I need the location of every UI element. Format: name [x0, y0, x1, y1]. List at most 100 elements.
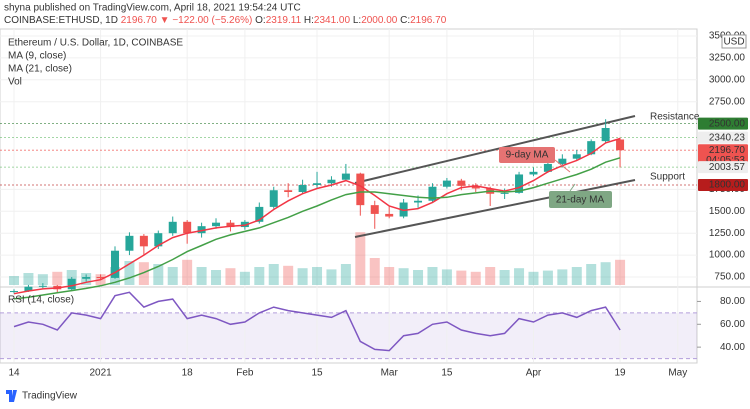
resistance-label: Resistance	[650, 112, 700, 123]
volume-bar	[283, 265, 294, 285]
x-tick-label: 15	[441, 368, 453, 379]
legend-entry: Vol	[8, 77, 22, 88]
h: 2341.00	[314, 15, 351, 26]
volume-bar	[600, 262, 611, 285]
currency: USD	[723, 37, 744, 48]
byline: shyna published on TradingView.com, Apri…	[4, 3, 301, 14]
volume-bar	[557, 269, 568, 285]
volume-bar	[297, 268, 308, 285]
price-tag	[698, 144, 748, 167]
candle-body	[558, 158, 567, 164]
ma-line	[13, 157, 621, 300]
x-tick-label: 2021	[89, 368, 112, 379]
candle-body	[385, 213, 394, 217]
rsi-band	[0, 312, 697, 359]
ma21-label: 21-day MA	[556, 195, 605, 206]
volume-bar	[413, 270, 424, 285]
x-tick-label: Feb	[236, 368, 254, 379]
volume-bar	[37, 274, 48, 285]
price-tag	[698, 178, 748, 191]
h-label: H:	[304, 15, 314, 26]
y-tick-label: 3000.00	[709, 74, 746, 85]
price-tag-label: 2196.70	[709, 145, 746, 156]
l-label: L:	[353, 15, 361, 26]
candle-body	[212, 222, 221, 227]
x-tick-label: 14	[8, 368, 20, 379]
volume-bar	[196, 267, 207, 285]
candle-body	[313, 183, 322, 185]
x-tick-label: Mar	[381, 368, 399, 379]
volume-bar	[355, 232, 366, 285]
candle-body	[10, 291, 18, 293]
volume-bar	[254, 267, 265, 285]
x-tick-label: 19	[614, 368, 626, 379]
rsi-tick-label: 40.00	[720, 342, 745, 353]
annotation-box	[499, 147, 555, 163]
legend-title: Ethereum / U.S. Dollar, 1D, COINBASE	[8, 38, 183, 49]
candle-body	[442, 180, 451, 187]
candle-body	[414, 200, 423, 203]
rsi-tick-label: 60.00	[720, 319, 745, 330]
o-label: O:	[255, 15, 266, 26]
x-tick-label: May	[668, 368, 687, 379]
rsi-tick-label: 80.00	[720, 296, 745, 307]
volume-bar	[239, 271, 250, 285]
rsi-line	[13, 291, 621, 352]
y-tick-label: 1250.00	[709, 228, 746, 239]
price-tag-label: 2003.57	[709, 162, 746, 173]
price-tag	[698, 117, 748, 130]
trend-channel	[354, 179, 636, 238]
candle-body	[154, 233, 163, 247]
candle-body	[284, 190, 293, 192]
candle-body	[67, 278, 76, 290]
legend-entry: MA (21, close)	[8, 64, 72, 75]
candle-body	[399, 202, 408, 217]
y-tick-label: 1000.00	[709, 250, 746, 261]
candle-body	[82, 277, 91, 279]
price-tag-label: 1800.00	[709, 180, 746, 191]
candle-body	[341, 173, 350, 180]
o: 2319.11	[266, 15, 302, 26]
x-tick-label: 18	[182, 368, 194, 379]
candle-body	[500, 192, 509, 194]
candle-body	[111, 250, 120, 278]
volume-bar	[470, 271, 481, 285]
candle-body	[38, 285, 47, 287]
l: 2000.00	[361, 15, 398, 26]
y-tick-label: 750.00	[714, 272, 745, 283]
volume-bar	[124, 261, 135, 285]
volume-bar	[268, 264, 279, 285]
quote-line: COINBASE:ETHUSD, 1D 2196.70 ▼ −122.00 (−…	[4, 15, 447, 26]
volume-bar	[153, 264, 164, 285]
c: 2196.70	[410, 15, 447, 26]
y-tick-label: 1500.00	[709, 206, 746, 217]
ma9-label: 9-day MA	[506, 150, 549, 161]
candle-body	[370, 205, 379, 214]
candle-body	[601, 128, 610, 142]
volume-bar	[9, 276, 19, 285]
candle-body	[543, 163, 552, 172]
symbol: COINBASE:ETHUSD, 1D	[4, 15, 118, 26]
last: 2196.70	[121, 15, 158, 26]
price-tag	[698, 161, 748, 174]
volume-bar	[571, 267, 582, 285]
candle-body	[96, 277, 105, 279]
volume-bar	[326, 269, 337, 285]
candle-body	[572, 154, 581, 159]
rsi-legend: RSI (14, close)	[8, 295, 74, 306]
volume-bar	[167, 267, 178, 285]
volume-bar	[369, 258, 380, 285]
volume-bar	[52, 271, 63, 285]
annotation-box	[549, 191, 612, 208]
candle-body	[457, 180, 466, 186]
candle-body	[587, 141, 596, 155]
price-tag	[698, 131, 748, 144]
candle-body	[356, 173, 365, 206]
x-tick-label: Apr	[526, 368, 542, 379]
legend-entry: MA (9, close)	[8, 51, 66, 62]
trend-channel	[354, 115, 636, 184]
volume-bar	[485, 267, 496, 285]
volume-bar	[456, 270, 467, 285]
y-tick-label: 2750.00	[709, 96, 746, 107]
